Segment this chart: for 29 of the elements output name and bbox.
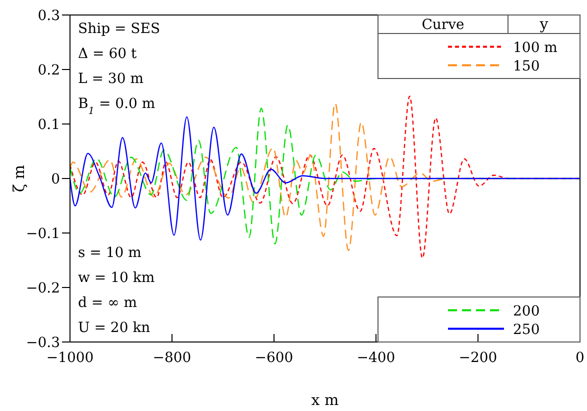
x-axis-title: x m (311, 391, 339, 409)
legend-label: 250 (513, 322, 540, 338)
y-tick-label: 0 (51, 171, 60, 188)
annotation: B$_{1}$ = 0.0 m (78, 96, 156, 116)
legend-label: 100 m (513, 40, 558, 56)
annotation: Ship = SES (78, 21, 160, 37)
y-tick-label: −0.1 (26, 226, 60, 242)
y-tick-label: 0.1 (38, 116, 60, 133)
x-tick-label: −600 (254, 350, 294, 366)
legend-title: Curve (422, 17, 464, 33)
annotation: L = 30 m (78, 71, 144, 87)
x-tick-label: 0 (576, 350, 584, 366)
x-tick-label: −800 (152, 350, 192, 366)
y-axis-title: ζ m (10, 164, 28, 192)
annotation: w = 10 km (78, 270, 155, 286)
y-tick-label: 0.2 (38, 62, 60, 78)
annotation: d = ∞ m (78, 295, 137, 311)
annotation: y (538, 15, 549, 33)
annotation: U = 20 kn (78, 320, 150, 336)
legend-label: 150 (513, 58, 540, 74)
annotation: Δ = 60 t (78, 46, 138, 62)
x-tick-label: −400 (356, 350, 396, 366)
y-tick-label: −0.3 (26, 334, 60, 351)
y-tick-label: −0.2 (26, 280, 60, 296)
legend-label: 200 (513, 303, 540, 320)
x-tick-label: −200 (458, 350, 498, 366)
annotation: s = 10 m (78, 245, 142, 261)
x-tick-label: −1000 (46, 350, 94, 366)
y-tick-label: 0.3 (38, 8, 60, 24)
